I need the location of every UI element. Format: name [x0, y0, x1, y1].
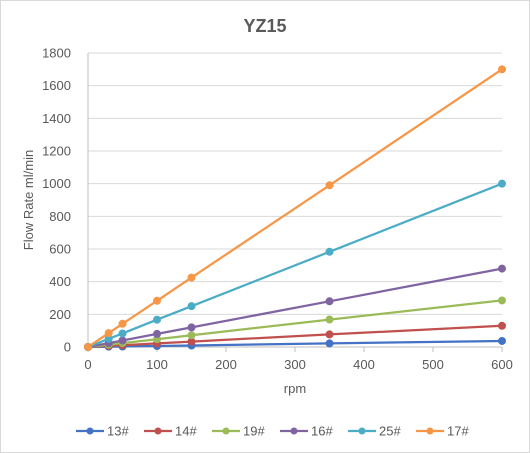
data-point	[498, 179, 506, 188]
x-axis-label: rpm	[284, 381, 306, 396]
data-point	[118, 336, 127, 345]
data-point	[187, 331, 196, 340]
data-point	[153, 329, 161, 338]
data-point	[498, 321, 506, 330]
legend-label: 14#	[175, 424, 197, 439]
axes: 0 200 400 600 800 1000 1200 1400 1600 1800 0 100 200…	[42, 46, 513, 373]
y-tick-label: 0	[64, 340, 71, 355]
series-markers	[84, 65, 506, 351]
legend-label: 13#	[107, 424, 129, 439]
data-point	[84, 343, 92, 351]
data-point	[325, 181, 334, 190]
legend-swatch-marker	[222, 427, 230, 435]
y-axis-label: Flow Rate ml/min	[21, 150, 36, 250]
data-point	[187, 323, 196, 332]
data-point	[498, 264, 506, 273]
data-point	[187, 273, 196, 282]
legend-item: 13#	[76, 424, 129, 439]
legend-swatch-marker	[86, 427, 94, 435]
data-point	[325, 297, 334, 306]
series-lines	[86, 68, 504, 349]
x-tick-label: 400	[353, 357, 375, 372]
legend-swatch-marker	[154, 427, 162, 435]
y-tick-label: 800	[49, 209, 71, 224]
data-point	[118, 319, 127, 328]
data-point	[104, 329, 113, 338]
y-tick-label: 400	[49, 274, 71, 289]
legend-item: 25#	[348, 424, 401, 439]
y-tick-label: 1800	[42, 46, 71, 61]
legend-swatch-marker	[358, 427, 366, 435]
data-point	[498, 65, 506, 74]
x-tick-label: 600	[491, 357, 513, 372]
x-tick-label: 0	[84, 357, 91, 372]
legend-item: 17#	[416, 424, 469, 439]
data-point	[153, 315, 161, 324]
legend-item: 19#	[212, 424, 265, 439]
x-tick-label: 500	[422, 357, 444, 372]
x-tick-label: 200	[215, 357, 237, 372]
data-point	[325, 315, 334, 324]
data-point	[325, 247, 334, 256]
gridlines	[88, 52, 502, 348]
legend-label: 17#	[447, 424, 469, 439]
data-point	[498, 296, 506, 305]
y-tick-label: 1400	[42, 111, 71, 126]
data-point	[325, 339, 334, 348]
x-tick-label: 300	[284, 357, 306, 372]
data-point	[325, 330, 334, 339]
legend: 13# 14# 19# 16# 25# 17#	[76, 424, 469, 439]
y-tick-label: 200	[49, 307, 71, 322]
chart-title: YZ15	[243, 16, 286, 36]
data-point	[187, 302, 196, 311]
y-tick-label: 600	[49, 242, 71, 257]
data-point	[153, 296, 161, 305]
y-tick-label: 1000	[42, 176, 71, 191]
legend-swatch-marker	[426, 427, 434, 435]
y-tick-label: 1600	[42, 78, 71, 93]
legend-item: 14#	[144, 424, 197, 439]
x-tick-label: 100	[146, 357, 168, 372]
legend-swatch-marker	[290, 427, 298, 435]
y-tick-label: 1200	[42, 144, 71, 159]
data-point	[498, 336, 506, 345]
legend-label: 25#	[379, 424, 401, 439]
data-point	[118, 329, 127, 338]
legend-label: 19#	[243, 424, 265, 439]
legend-item: 16#	[280, 424, 333, 439]
legend-label: 16#	[311, 424, 333, 439]
